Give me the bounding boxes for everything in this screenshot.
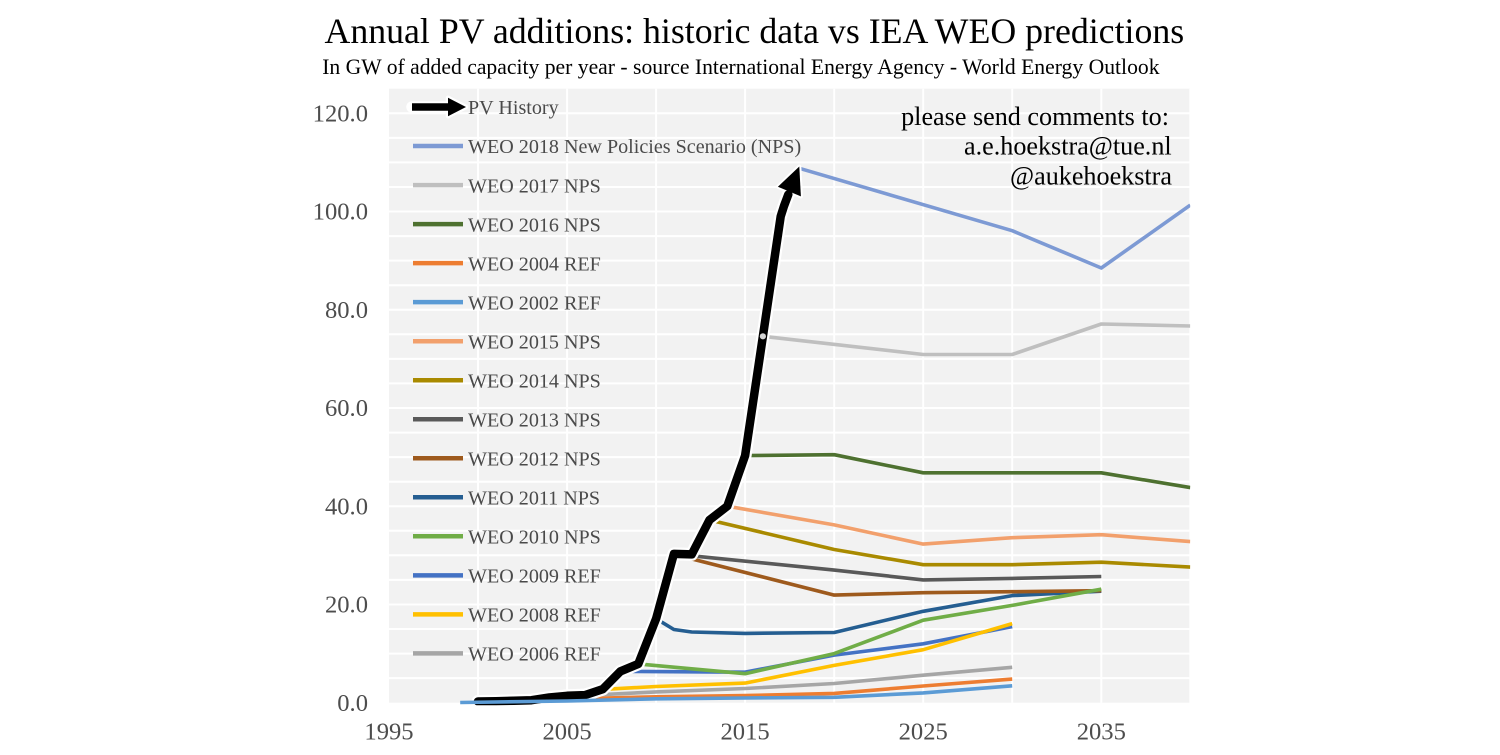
svg-text:1995: 1995 [364, 719, 413, 746]
svg-text:60.0: 60.0 [325, 395, 368, 422]
svg-text:100.0: 100.0 [313, 199, 368, 226]
svg-text:WEO 2011 NPS: WEO 2011 NPS [468, 488, 600, 510]
svg-text:0.0: 0.0 [337, 690, 368, 717]
svg-text:WEO 2012 NPS: WEO 2012 NPS [468, 449, 601, 471]
svg-text:In GW of added capacity per ye: In GW of added capacity per year - sourc… [322, 55, 1160, 79]
svg-text:2025: 2025 [899, 719, 948, 746]
svg-text:40.0: 40.0 [325, 493, 368, 520]
svg-text:@aukehoekstra: @aukehoekstra [1010, 162, 1172, 191]
svg-text:80.0: 80.0 [325, 297, 368, 324]
svg-text:2035: 2035 [1077, 719, 1126, 746]
svg-text:WEO 2002 REF: WEO 2002 REF [468, 292, 601, 314]
svg-text:WEO 2009 REF: WEO 2009 REF [468, 566, 601, 588]
svg-text:20.0: 20.0 [325, 592, 368, 619]
svg-text:Annual PV additions: historic: Annual PV additions: historic data vs IE… [325, 11, 1185, 51]
svg-text:WEO 2018 New Policies Scenario: WEO 2018 New Policies Scenario (NPS) [468, 136, 801, 158]
svg-text:WEO 2015 NPS: WEO 2015 NPS [468, 331, 601, 353]
svg-text:WEO 2008 REF: WEO 2008 REF [468, 605, 601, 627]
svg-text:120.0: 120.0 [313, 101, 368, 128]
svg-text:WEO 2013 NPS: WEO 2013 NPS [468, 409, 601, 431]
svg-text:2015: 2015 [721, 719, 770, 746]
svg-text:a.e.hoekstra@tue.nl: a.e.hoekstra@tue.nl [964, 132, 1172, 161]
svg-text:WEO 2017 NPS: WEO 2017 NPS [468, 175, 601, 197]
svg-text:WEO 2014 NPS: WEO 2014 NPS [468, 370, 601, 392]
svg-text:please send comments to:: please send comments to: [901, 102, 1169, 131]
svg-text:WEO 2016 NPS: WEO 2016 NPS [468, 214, 601, 236]
svg-text:PV History: PV History [468, 97, 559, 119]
svg-text:WEO 2006 REF: WEO 2006 REF [468, 644, 601, 666]
svg-text:2005: 2005 [543, 719, 592, 746]
svg-text:WEO 2010 NPS: WEO 2010 NPS [468, 527, 601, 549]
svg-text:WEO 2004 REF: WEO 2004 REF [468, 253, 601, 275]
